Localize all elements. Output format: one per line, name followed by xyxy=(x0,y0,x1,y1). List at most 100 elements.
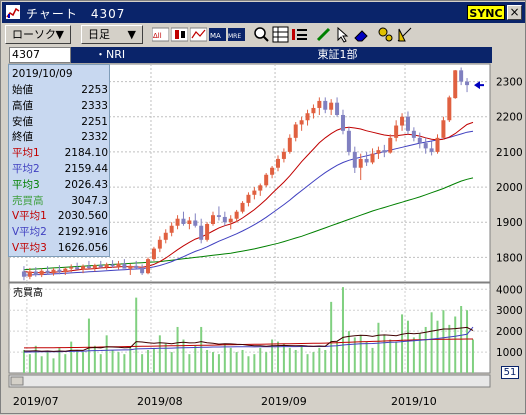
info-row-value: 2253 xyxy=(81,84,108,96)
candle-body xyxy=(116,263,121,267)
candle-body xyxy=(151,248,156,260)
candle-body xyxy=(258,185,263,191)
price-tick-label: 1900 xyxy=(496,217,523,229)
candle-body xyxy=(358,158,363,168)
page-number[interactable]: 51 xyxy=(501,366,519,379)
candle-body xyxy=(329,102,334,110)
svg-text:MA: MA xyxy=(210,32,221,40)
price-tick-label: 2300 xyxy=(496,77,523,89)
volume-tick-label: 3000 xyxy=(496,305,523,317)
candle-body xyxy=(175,218,180,226)
candle-body xyxy=(423,143,428,149)
ma-text-icon[interactable]: MA xyxy=(209,26,226,43)
candle-body xyxy=(216,215,221,217)
candle-body xyxy=(275,158,280,168)
candle-body xyxy=(417,137,422,144)
grid-icon[interactable] xyxy=(272,26,289,43)
candle-body xyxy=(81,266,86,270)
candle-body xyxy=(211,215,216,224)
ma-icon[interactable] xyxy=(190,26,207,43)
volume-tick-label: 4000 xyxy=(496,284,523,296)
candle-body xyxy=(352,151,357,168)
period-dropdown[interactable]: 日足 ▼ xyxy=(81,25,143,44)
ma2-line xyxy=(24,130,474,276)
market-label: 東証1部 xyxy=(183,47,492,63)
mre-icon[interactable]: MRE xyxy=(228,26,245,43)
candle-body xyxy=(57,269,62,273)
candle-body xyxy=(157,239,162,249)
candle-body xyxy=(388,137,393,153)
close-button[interactable]: × xyxy=(507,5,522,20)
scroll-thumb xyxy=(10,376,24,386)
volume-panel xyxy=(8,282,491,374)
info-row-value: 2026.43 xyxy=(64,178,108,191)
candle-body xyxy=(435,137,440,152)
candle-body xyxy=(205,223,210,240)
pen-icon[interactable] xyxy=(315,26,332,43)
candle-body xyxy=(134,265,139,268)
x-tick-label: 2019/10 xyxy=(391,395,437,408)
ticker-name: ・NRI xyxy=(71,47,183,63)
chevron-down-icon: ▼ xyxy=(55,28,64,41)
candle-body xyxy=(305,113,310,121)
volume-tick-label: 2000 xyxy=(496,326,523,338)
candle-body xyxy=(27,271,32,277)
fibonacci-icon[interactable] xyxy=(291,26,308,43)
pointer-icon[interactable] xyxy=(334,26,351,43)
zoom-icon[interactable] xyxy=(253,26,270,43)
chart-type-dropdown[interactable]: ローソク ▼ xyxy=(5,25,71,44)
candle-body xyxy=(39,270,44,275)
title-bar[interactable]: チャート 4307 SYNC × xyxy=(2,2,525,23)
candle-body xyxy=(63,268,68,273)
candle-body xyxy=(98,265,103,268)
ichimoku-icon[interactable] xyxy=(171,26,188,43)
sma-icon[interactable]: Δll xyxy=(152,26,169,43)
candle-body xyxy=(370,153,375,163)
info-row-label: 高値 xyxy=(12,99,33,112)
ticker-name-label: NRI xyxy=(106,48,126,61)
horizontal-scrollbar xyxy=(8,374,491,388)
candle-body xyxy=(411,130,416,138)
info-row: 始値 2253 xyxy=(12,83,108,98)
candle-body xyxy=(311,107,316,114)
info-row-label: 平均2 xyxy=(12,163,40,175)
candle-body xyxy=(323,100,328,110)
volume-ma1-line xyxy=(24,326,474,352)
candle-body xyxy=(33,271,38,275)
candle-body xyxy=(21,271,26,277)
period-label: 日足 xyxy=(88,28,110,41)
x-tick-label: 2019/09 xyxy=(261,395,307,408)
candle-body xyxy=(222,216,227,223)
candle-body xyxy=(140,267,145,274)
candle-body xyxy=(405,116,410,131)
ticker-bar: 4307 ・NRI 東証1部 xyxy=(9,47,492,63)
window-title: チャート 4307 xyxy=(26,7,126,21)
candle-body xyxy=(163,232,168,240)
info-row-label: 平均1 xyxy=(12,147,40,160)
candle-body xyxy=(45,270,50,274)
svg-text:MRE: MRE xyxy=(228,33,241,40)
info-date-value: 2019/10/09 xyxy=(12,68,73,80)
candle-body xyxy=(187,220,192,224)
eraser-icon[interactable] xyxy=(353,26,370,43)
svg-text:Δll: Δll xyxy=(153,32,162,40)
candle-body xyxy=(346,130,351,152)
info-row-label: 安値 xyxy=(12,115,33,128)
settings-icon[interactable] xyxy=(377,26,394,43)
sync-button[interactable]: SYNC xyxy=(467,5,505,20)
volume-ma3-line xyxy=(24,338,473,349)
candle-body xyxy=(317,100,322,108)
candle-body xyxy=(228,218,233,223)
candle-body xyxy=(181,218,186,224)
candle-body xyxy=(110,264,115,267)
candle-body xyxy=(69,267,74,269)
info-row-value: 2030.560 xyxy=(57,210,108,223)
draw-icon[interactable] xyxy=(396,26,413,43)
chevron-down-icon: ▼ xyxy=(127,28,136,41)
ticker-code-input[interactable]: 4307 xyxy=(9,47,71,63)
candle-body xyxy=(429,148,434,152)
info-row-label: 平均3 xyxy=(12,178,40,191)
candle-body xyxy=(122,263,127,269)
candle-body xyxy=(169,225,174,233)
candle-body xyxy=(364,158,369,163)
